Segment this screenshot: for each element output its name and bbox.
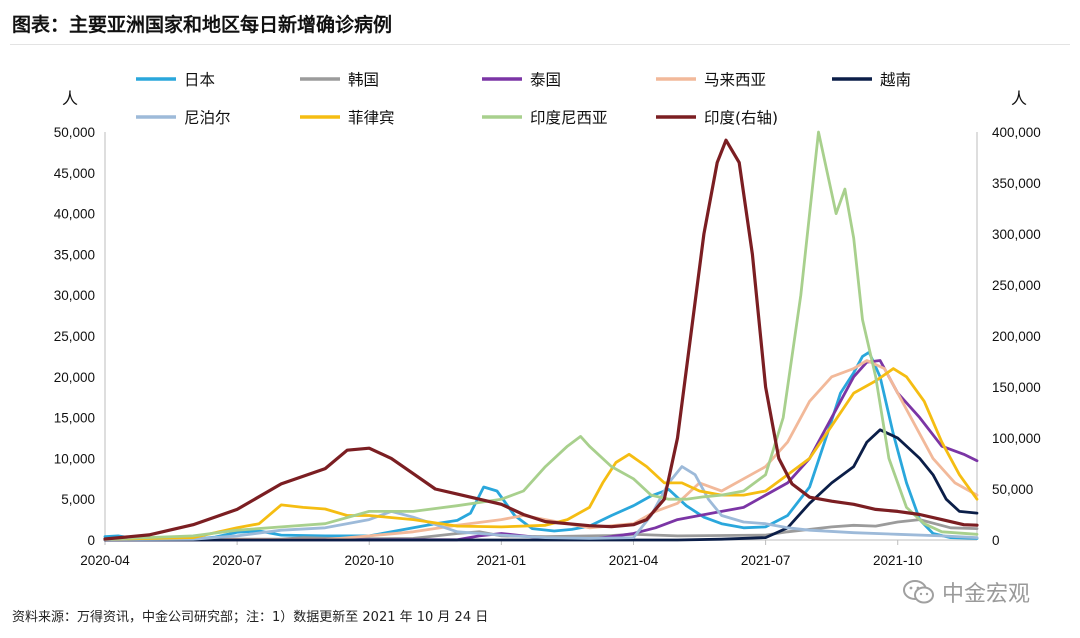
- left-axis-tick-label: 20,000: [54, 370, 95, 385]
- left-axis-tick-label: 5,000: [61, 492, 95, 507]
- left-axis-unit: 人: [62, 89, 78, 108]
- left-axis-tick-label: 10,000: [54, 451, 95, 466]
- left-axis-tick-label: 15,000: [54, 411, 95, 426]
- right-axis-unit: 人: [1011, 89, 1027, 108]
- right-axis-tick-label: 150,000: [992, 380, 1041, 395]
- title-divider: [10, 44, 1070, 45]
- legend-label: 菲律宾: [348, 109, 395, 127]
- legend-label: 泰国: [530, 71, 561, 89]
- x-axis-tick-label: 2021-07: [741, 553, 791, 568]
- series-line: [103, 130, 979, 541]
- x-axis-tick-label: 2021-01: [477, 553, 527, 568]
- series-line: [103, 367, 979, 541]
- left-axis-tick-label: 30,000: [54, 288, 95, 303]
- legend-label: 马来西亚: [704, 71, 766, 89]
- legend-label: 印度尼西亚: [530, 109, 608, 127]
- legend-label: 日本: [184, 71, 215, 89]
- x-axis-tick-label: 2020-04: [80, 553, 130, 568]
- right-axis-tick-label: 200,000: [992, 329, 1041, 344]
- wechat-icon: [903, 580, 934, 604]
- chart-title: 图表：主要亚洲国家和地区每日新增确诊病例: [12, 14, 393, 36]
- x-axis-tick-label: 2021-04: [609, 553, 659, 568]
- series-line: [103, 350, 979, 541]
- left-axis-tick-label: 45,000: [54, 166, 95, 181]
- right-axis-tick-label: 100,000: [992, 431, 1041, 446]
- left-axis-tick-label: 50,000: [54, 125, 95, 140]
- x-axis-tick-label: 2021-10: [873, 553, 923, 568]
- series-lines: [103, 130, 979, 542]
- right-axis-tick-label: 350,000: [992, 176, 1041, 191]
- right-axis-tick-label: 0: [992, 533, 1000, 548]
- legend-label: 越南: [880, 71, 911, 89]
- right-axis-tick-label: 250,000: [992, 278, 1041, 293]
- series-line: [103, 359, 979, 542]
- watermark-text: 中金宏观: [942, 582, 1031, 607]
- axes: 0 5,000 10,000 15,000 20,000 25,000 30,000 35,0…: [54, 89, 1041, 568]
- legend-label: 韩国: [348, 71, 379, 89]
- left-axis-tick-label: 35,000: [54, 247, 95, 262]
- legend-label: 尼泊尔: [184, 109, 231, 127]
- series-line: [103, 138, 979, 541]
- right-axis-tick-label: 300,000: [992, 227, 1041, 242]
- right-axis-tick-label: 400,000: [992, 125, 1041, 140]
- legend-label: 印度(右轴): [704, 109, 778, 127]
- left-axis-tick-label: 0: [87, 533, 95, 548]
- x-axis-tick-label: 2020-10: [344, 553, 394, 568]
- source-footnote: 资料来源：万得资讯，中金公司研究部；注：1）数据更新至 2021 年 10 月 …: [12, 610, 489, 625]
- right-axis-tick-label: 50,000: [992, 482, 1033, 497]
- left-axis-tick-label: 40,000: [54, 207, 95, 222]
- left-axis-tick-label: 25,000: [54, 329, 95, 344]
- watermark: 中金宏观: [902, 576, 1030, 608]
- x-axis-tick-label: 2020-07: [212, 553, 262, 568]
- series-line: [103, 428, 979, 542]
- series-line: [103, 359, 979, 541]
